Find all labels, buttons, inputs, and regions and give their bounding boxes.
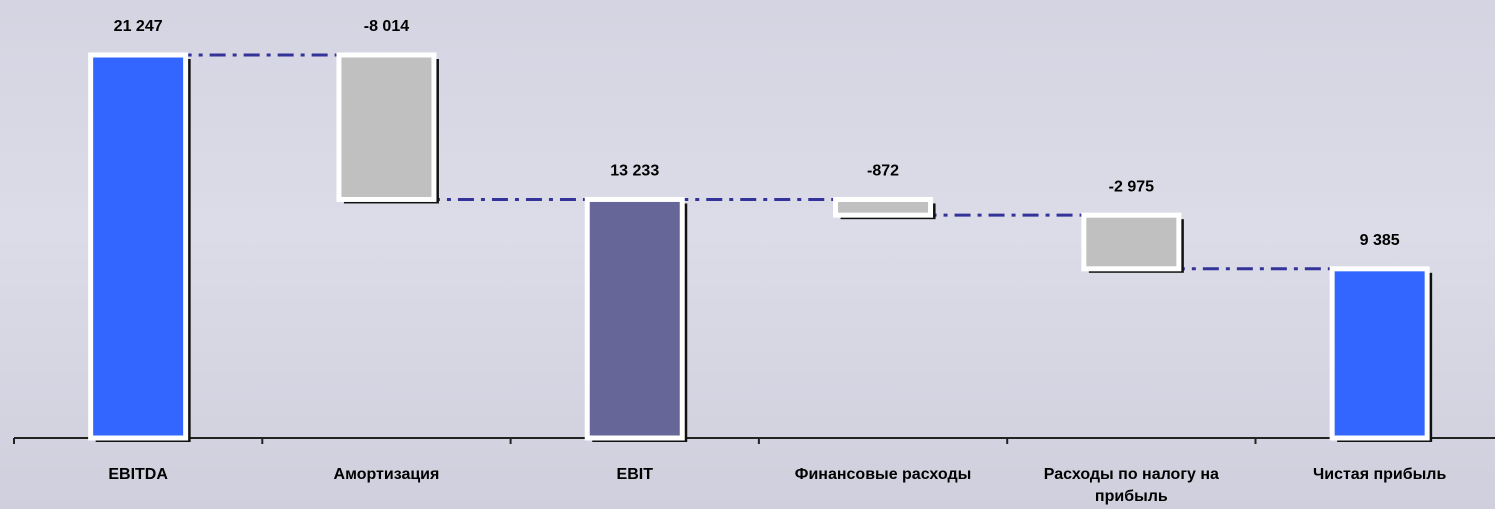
value-label: -872 — [867, 163, 899, 180]
bar — [336, 52, 437, 202]
x-tick-label: EBIT — [616, 466, 653, 483]
value-label: 13 233 — [610, 163, 659, 180]
value-label: -2 975 — [1109, 178, 1154, 195]
x-tick-label: Расходы по налогу на прибыль — [1043, 466, 1219, 505]
bar — [1329, 266, 1430, 441]
x-tick-label: Финансовые расходы — [794, 466, 972, 483]
bar — [1081, 212, 1182, 272]
bar — [88, 52, 189, 441]
value-label: 21 247 — [114, 18, 163, 35]
value-label: -8 014 — [364, 18, 409, 35]
value-label: 9 385 — [1360, 232, 1400, 249]
x-tick-label: EBITDA — [108, 466, 168, 483]
x-tick-label: Амортизация — [333, 466, 440, 483]
bar — [833, 196, 934, 218]
bar — [584, 196, 685, 441]
x-tick-label: Чистая прибыль — [1312, 466, 1447, 483]
